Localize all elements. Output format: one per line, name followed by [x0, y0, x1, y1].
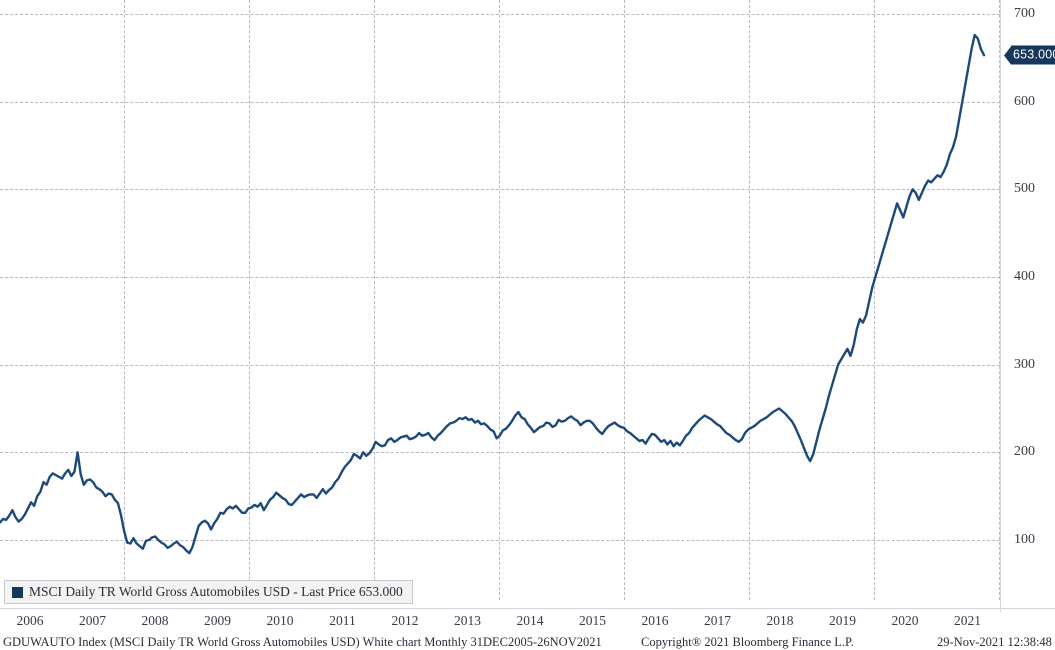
gridline-h-200	[0, 452, 1000, 454]
gridline-v-2015	[624, 0, 625, 600]
gridline-h-400	[0, 277, 1000, 278]
gridline-v-2021	[999, 0, 1000, 600]
y-tick-700: 700	[1014, 6, 1035, 21]
chart-footer: GDUWAUTO Index (MSCI Daily TR World Gros…	[0, 634, 1055, 650]
x-tick-2015: 2015	[579, 613, 606, 628]
last-price-value: 653.000	[1011, 45, 1055, 65]
x-tick-2007: 2007	[79, 613, 106, 628]
gridline-h-500	[0, 189, 1000, 191]
x-tick-2014: 2014	[516, 613, 544, 628]
gridline-h-600	[0, 101, 1000, 103]
x-tick-2012: 2012	[391, 613, 419, 628]
gridline-v-2019	[874, 0, 875, 600]
x-tick-2016: 2016	[641, 613, 669, 628]
y-axis-labels: 700 600 500 400 300 200 100	[1000, 0, 1055, 600]
y-tick-200: 200	[1014, 444, 1035, 460]
x-tick-2018: 2018	[766, 613, 794, 628]
plot-area[interactable]	[0, 0, 1000, 600]
gridline-h-300	[0, 364, 1000, 366]
footer-timestamp: 29-Nov-2021 12:38:48	[937, 635, 1052, 649]
y-tick-600: 600	[1014, 93, 1035, 109]
gridline-v-2011	[374, 0, 375, 600]
gridline-v-2013	[499, 0, 500, 600]
x-tick-2013: 2013	[454, 613, 481, 628]
x-tick-2006: 2006	[16, 613, 44, 628]
footer-security-description: GDUWAUTO Index (MSCI Daily TR World Gros…	[3, 635, 602, 649]
x-axis-labels: 2006 2007 2008 2009 2010 2011 2012 2013 2014 2015…	[0, 612, 1000, 632]
price-series-line	[0, 33, 986, 555]
gridline-v-2009	[249, 0, 250, 600]
x-tick-2010: 2010	[266, 613, 294, 628]
y-tick-500: 500	[1014, 181, 1035, 197]
gridline-v-2017	[749, 0, 750, 600]
x-tick-2020: 2020	[891, 613, 919, 628]
gridline-h-100	[0, 540, 1000, 541]
x-tick-2009: 2009	[204, 613, 231, 628]
x-tick-2011: 2011	[329, 613, 356, 628]
y-tick-400: 400	[1014, 269, 1035, 284]
x-tick-2017: 2017	[704, 613, 731, 628]
xaxis-divider	[0, 608, 1055, 609]
x-tick-2021: 2021	[954, 613, 981, 628]
legend-color-swatch	[12, 586, 23, 598]
y-tick-300: 300	[1014, 356, 1035, 372]
y-tick-100: 100	[1014, 532, 1035, 547]
legend-label: MSCI Daily TR World Gross Automobiles US…	[29, 584, 403, 599]
x-tick-2008: 2008	[141, 613, 169, 628]
gridline-h-700	[0, 14, 1000, 15]
x-tick-2019: 2019	[829, 613, 856, 628]
gridline-v-2007	[124, 0, 125, 600]
footer-copyright: Copyright® 2021 Bloomberg Finance L.P.	[641, 635, 854, 649]
axis-divider	[1000, 0, 1001, 612]
last-price-marker[interactable]: 653.000	[1004, 45, 1055, 65]
marker-arrow-icon	[1004, 46, 1011, 65]
chart-legend[interactable]: MSCI Daily TR World Gross Automobiles US…	[4, 580, 413, 604]
